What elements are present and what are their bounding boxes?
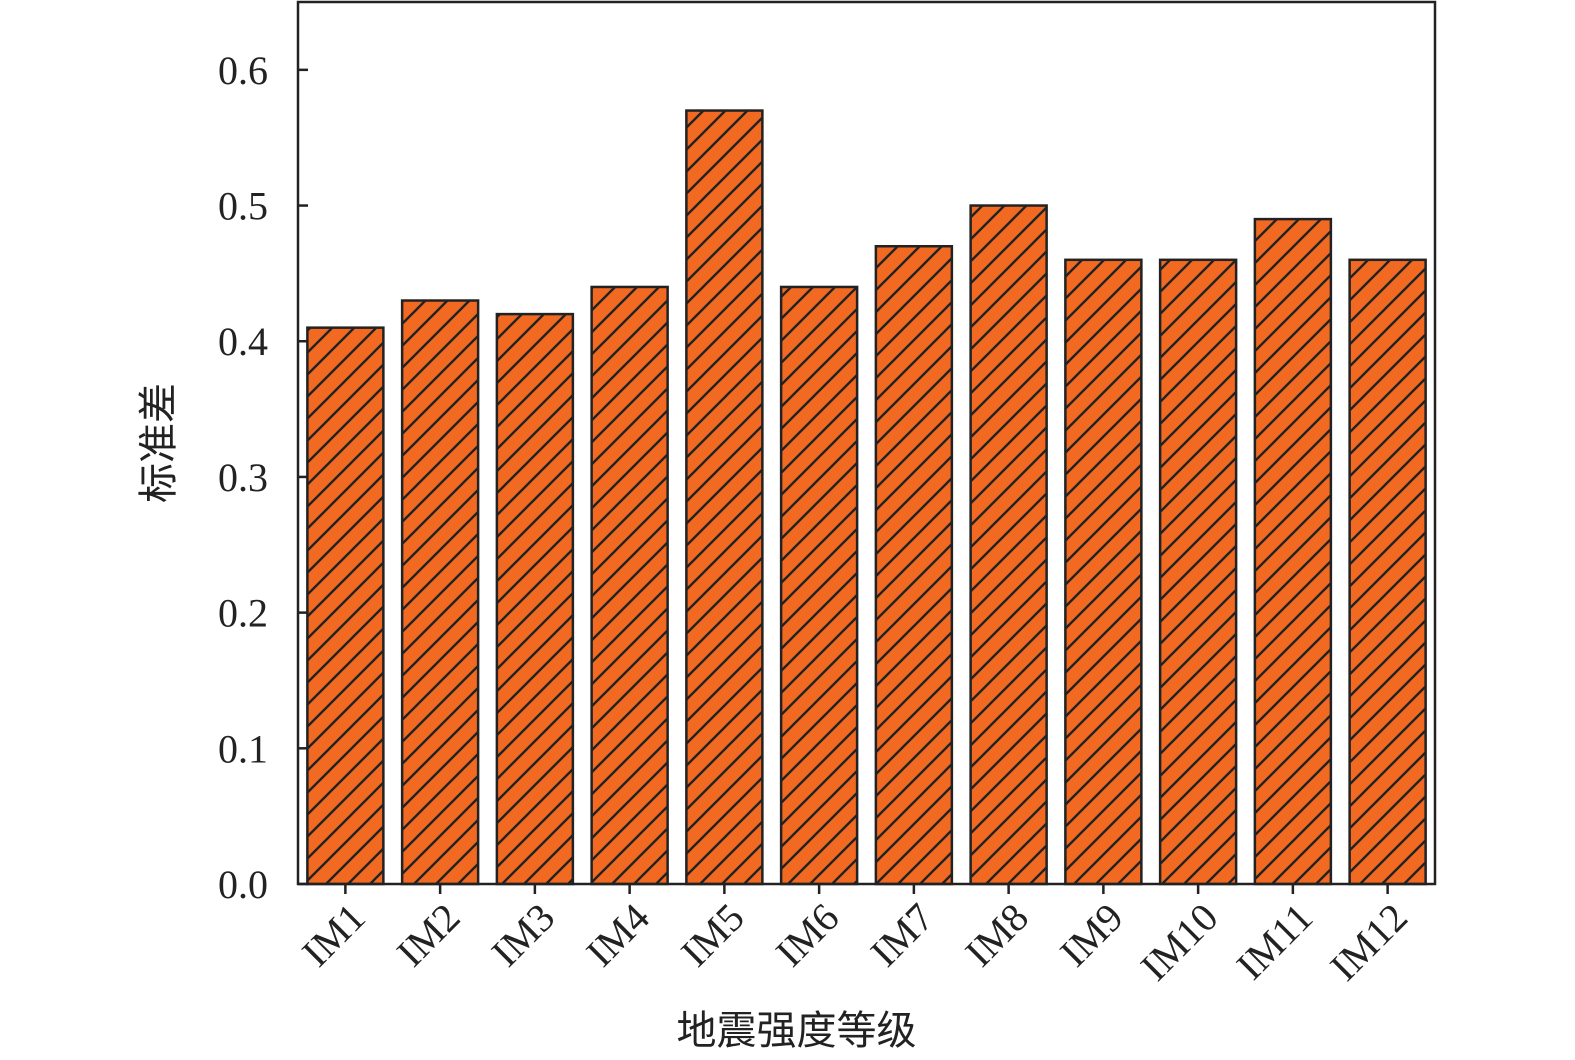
bar-hatch-im2	[400, 299, 480, 886]
x-tick-label: IM9	[1051, 895, 1132, 976]
y-axis-ticks: 0.0 0.1 0.2 0.3 0.4 0.5 0.6	[218, 48, 308, 907]
x-tick-label: IM7	[862, 895, 943, 976]
x-axis-ticks: IM1 IM2 IM3 IM4 IM5 IM6 IM7 IM8 IM9 IM10 IM11 IM12	[293, 884, 1416, 989]
bar-hatch-im4	[590, 285, 669, 886]
bar-hatch-im11	[1253, 217, 1333, 886]
bar-hatch-im6	[779, 285, 859, 886]
bar-hatch-im1	[306, 326, 385, 886]
x-tick-label: IM5	[672, 895, 753, 976]
x-axis-title: 地震强度等级	[677, 1008, 917, 1054]
bar-hatch-im8	[969, 204, 1048, 886]
y-tick-label: 0.5	[218, 184, 268, 229]
bar-hatch-im9	[1064, 258, 1143, 886]
x-tick-label: IM10	[1132, 895, 1227, 990]
bar-hatch-im5	[685, 109, 764, 886]
y-tick-label: 0.1	[218, 726, 268, 771]
bars-layer	[306, 109, 1427, 886]
x-tick-label: IM1	[293, 895, 374, 976]
x-tick-label: IM8	[956, 895, 1037, 976]
y-tick-label: 0.2	[218, 591, 268, 636]
y-axis-title: 标准差	[136, 383, 182, 503]
x-tick-label: IM3	[483, 895, 564, 976]
y-tick-label: 0.3	[218, 455, 268, 500]
bar-hatch-im12	[1348, 258, 1427, 886]
y-tick-label: 0.0	[218, 862, 268, 907]
y-tick-label: 0.4	[218, 319, 268, 364]
y-tick-label: 0.6	[218, 48, 268, 93]
bar-hatch-im7	[874, 244, 954, 886]
x-tick-label: IM2	[388, 895, 469, 976]
x-tick-label: IM4	[577, 895, 658, 976]
bar-hatch-im3	[495, 312, 575, 886]
x-tick-label: IM12	[1321, 895, 1416, 990]
plot-frame	[296, 0, 1437, 886]
x-tick-label: IM11	[1228, 895, 1322, 989]
x-tick-label: IM6	[767, 895, 848, 976]
bar-hatch-im10	[1158, 258, 1238, 886]
